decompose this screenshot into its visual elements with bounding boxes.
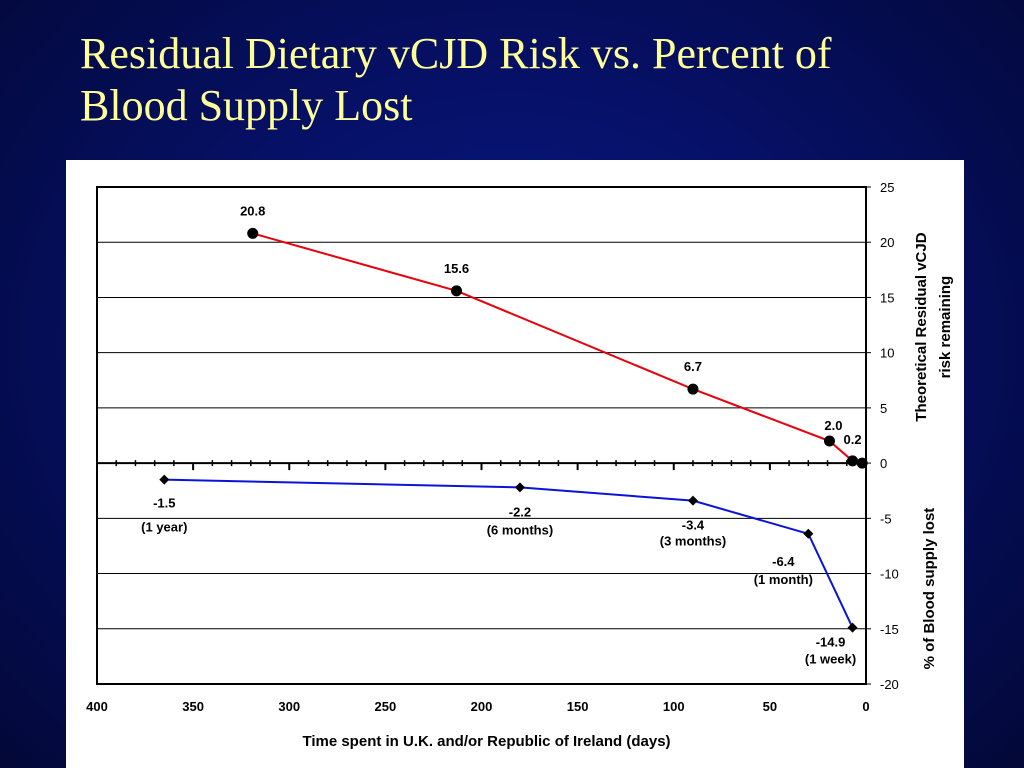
data-label: 2.0 — [824, 418, 842, 433]
data-point — [803, 528, 814, 539]
data-label: 20.8 — [240, 203, 265, 218]
data-point — [823, 435, 835, 447]
y-tick-label: 10 — [880, 346, 894, 361]
data-label: -2.2 — [509, 504, 531, 519]
y-axis-label-upper-line-2: risk remaining — [937, 276, 954, 379]
y-axis-label-upper-line-1: Theoretical Residual vCJD — [913, 232, 930, 421]
data-sublabel: (1 year) — [141, 520, 187, 535]
slide-title: Residual Dietary vCJD Risk vs. Percent o… — [80, 28, 1000, 132]
y-tick-label: 25 — [880, 180, 894, 195]
slide-title-line-2: Blood Supply Lost — [80, 81, 413, 130]
data-label: -6.4 — [772, 554, 795, 569]
y-tick-label: -5 — [880, 511, 892, 526]
x-tick-label: 300 — [278, 699, 300, 714]
x-tick-label: 400 — [86, 699, 108, 714]
x-tick-label: 150 — [567, 699, 589, 714]
data-label: 6.7 — [684, 359, 702, 374]
data-sublabel: (3 months) — [660, 534, 726, 549]
x-tick-label: 200 — [471, 699, 493, 714]
y-tick-label: 20 — [880, 235, 894, 250]
y-axis-label-lower: % of Blood supply lost — [921, 508, 938, 670]
y-tick-label: 15 — [880, 290, 894, 305]
chart-panel: 25 20 15 10 5 0 -5 -10 -15 -20 400 350 300 250 200 150 1… — [66, 160, 964, 768]
data-point — [687, 495, 698, 506]
data-label: -3.4 — [682, 518, 705, 533]
x-axis-label: Time spent in U.K. and/or Republic of Ir… — [302, 733, 670, 750]
data-point — [451, 285, 463, 297]
x-tick-label: 0 — [862, 699, 869, 714]
x-tick-label: 350 — [182, 699, 204, 714]
data-point — [247, 227, 259, 239]
data-point — [847, 455, 859, 467]
data-sublabel: (6 months) — [487, 522, 553, 537]
x-tick-label: 250 — [375, 699, 397, 714]
data-label: 15.6 — [444, 261, 469, 276]
y-tick-label: -15 — [880, 622, 899, 637]
data-point — [514, 482, 525, 493]
data-label: -14.9 — [816, 635, 846, 650]
data-point — [847, 622, 858, 633]
data-point — [159, 474, 170, 485]
y-tick-label: 0 — [880, 456, 887, 471]
plot-area — [96, 186, 867, 685]
y-tick-label: -20 — [880, 677, 899, 692]
slide-title-line-1: Residual Dietary vCJD Risk vs. Percent o… — [80, 29, 832, 78]
x-tick-label: 100 — [663, 699, 685, 714]
y-tick-label: -10 — [880, 567, 899, 582]
data-point — [687, 383, 699, 395]
x-tick-label: 50 — [763, 699, 777, 714]
data-label: 0.2 — [844, 432, 862, 447]
data-sublabel: (1 week) — [805, 652, 856, 667]
y-tick-label: 5 — [880, 401, 887, 416]
data-label: -1.5 — [153, 496, 175, 511]
data-point — [856, 457, 868, 469]
data-sublabel: (1 month) — [754, 572, 813, 587]
